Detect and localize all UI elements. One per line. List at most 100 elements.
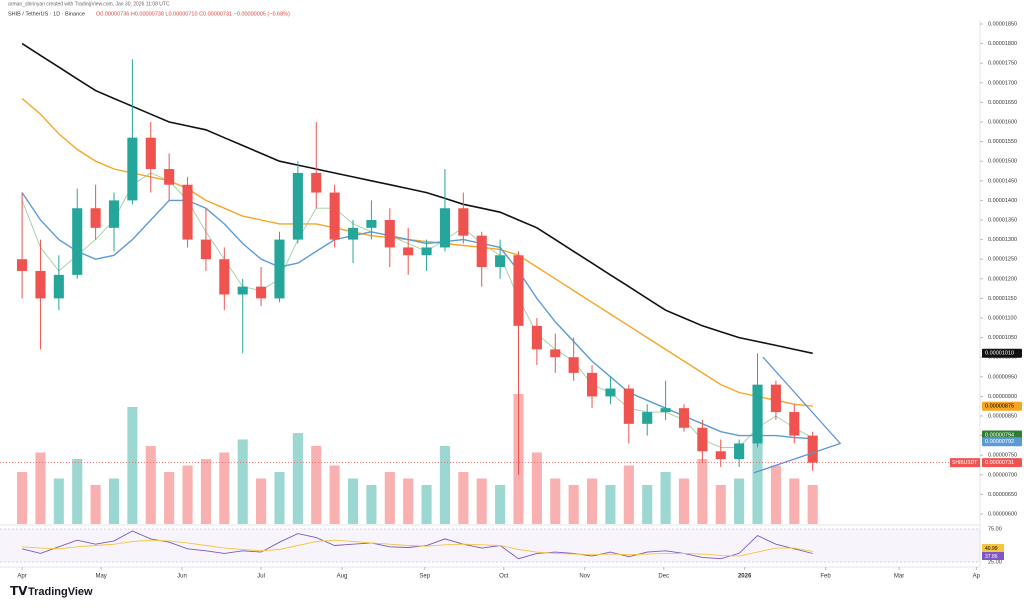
candle-body bbox=[35, 270, 46, 299]
x-tick-label: Oct bbox=[499, 574, 509, 580]
volume-bar bbox=[90, 485, 101, 524]
candle-body bbox=[439, 208, 451, 248]
pattern-triangle bbox=[753, 356, 842, 474]
volume-bar bbox=[35, 452, 46, 524]
candle-body bbox=[108, 200, 120, 228]
candle-body bbox=[678, 408, 690, 428]
volume-bar bbox=[421, 485, 432, 524]
volume-bar bbox=[660, 472, 671, 524]
candle-body bbox=[752, 384, 763, 444]
candle-body bbox=[292, 172, 303, 240]
x-tick-label: Feb bbox=[820, 574, 831, 580]
volume-bar bbox=[439, 446, 451, 524]
x-tick-label: May bbox=[95, 574, 106, 580]
candle-body bbox=[182, 184, 193, 240]
candle-body bbox=[17, 259, 28, 271]
rsi-line bbox=[22, 539, 813, 557]
price-tag-bg bbox=[982, 437, 1022, 447]
x-tick-label: Ap bbox=[973, 574, 981, 580]
rsi-tick-label: 25.00 bbox=[988, 559, 1002, 565]
logo: 𝗧𝗩 TradingView bbox=[10, 584, 93, 598]
volume-bar bbox=[476, 478, 487, 524]
y-tick-label: 0.00001300 bbox=[988, 237, 1017, 243]
x-tick-label: Aug bbox=[337, 574, 348, 580]
volume-bar bbox=[274, 472, 285, 524]
x-tick-label: Sep bbox=[419, 574, 430, 580]
rsi-tag: 40.99 bbox=[985, 546, 998, 552]
price-tag: 0.00001010 bbox=[985, 351, 1014, 357]
volume-bar bbox=[366, 485, 377, 524]
candle-body bbox=[697, 427, 708, 452]
price-tag-bg bbox=[982, 430, 1022, 440]
x-tick-label: 2026 bbox=[738, 574, 752, 580]
x-tick-label: Nov bbox=[579, 574, 590, 580]
candle-body bbox=[568, 357, 579, 373]
volume-bar bbox=[495, 485, 506, 524]
volume-bar bbox=[108, 478, 120, 524]
price-tag: 0.00000792 bbox=[985, 439, 1014, 445]
y-tick-label: 0.00000650 bbox=[988, 492, 1017, 498]
x-tick-label: Dec bbox=[658, 574, 669, 580]
symbol: SHIB / TetherUS · 1D · Binance bbox=[8, 11, 85, 17]
candle-body bbox=[53, 274, 64, 299]
volume-bar bbox=[127, 407, 138, 524]
candle-body bbox=[550, 349, 561, 358]
symbol-tag-bg bbox=[950, 458, 980, 468]
volume-bar bbox=[347, 478, 359, 524]
candle-body bbox=[605, 388, 616, 397]
candle-body bbox=[660, 408, 671, 413]
volume-bar bbox=[53, 478, 64, 524]
volume-bar bbox=[789, 478, 800, 524]
volume-bar bbox=[164, 472, 175, 524]
x-tick-label: Jul bbox=[257, 574, 265, 580]
ma-line bbox=[21, 97, 813, 407]
y-tick-label: 0.00001450 bbox=[988, 178, 1017, 184]
candle-body bbox=[274, 239, 285, 299]
y-tick-label: 0.00000600 bbox=[988, 511, 1017, 517]
price-tag-bg bbox=[982, 401, 1022, 411]
candle-body bbox=[623, 388, 634, 424]
candle-body bbox=[476, 235, 487, 268]
candle-body bbox=[237, 286, 248, 295]
y-tick-label: 0.00001250 bbox=[988, 257, 1017, 263]
volume-bar bbox=[256, 478, 267, 524]
x-tick-label: Apr bbox=[17, 574, 26, 580]
candle-body bbox=[347, 227, 359, 240]
volume-bar bbox=[697, 459, 708, 524]
symbol-tag: SHIBUSDT bbox=[952, 460, 977, 466]
y-tick-label: 0.00001400 bbox=[988, 198, 1017, 204]
rsi-tag-bg bbox=[982, 543, 1004, 552]
volume-bar bbox=[807, 485, 818, 524]
y-tick-label: 0.00001550 bbox=[988, 139, 1017, 145]
y-tick-label: 0.00001050 bbox=[988, 335, 1017, 341]
volume-bar bbox=[752, 400, 763, 524]
volume-bar bbox=[678, 478, 690, 524]
y-tick-label: 0.00001850 bbox=[988, 21, 1017, 27]
candle-body bbox=[90, 208, 101, 228]
last-price-tag-bg bbox=[982, 458, 1022, 468]
rsi-tick-label: 75.00 bbox=[988, 526, 1002, 532]
x-tick-label: Jun bbox=[177, 574, 187, 580]
volume-bar bbox=[642, 485, 653, 524]
candle-body bbox=[495, 255, 506, 268]
y-tick-label: 0.00000700 bbox=[988, 472, 1017, 478]
y-tick-label: 0.00001200 bbox=[988, 276, 1017, 282]
candle-body bbox=[329, 192, 340, 240]
volume-bar bbox=[605, 485, 616, 524]
volume-bar bbox=[237, 439, 248, 524]
y-tick-label: 0.00001750 bbox=[988, 61, 1017, 67]
candle-body bbox=[421, 247, 432, 256]
volume-bar bbox=[329, 465, 340, 524]
credit: arman_shirinyan created with TradingView… bbox=[8, 1, 170, 7]
volume-bar bbox=[72, 459, 83, 524]
candle-body bbox=[403, 247, 414, 256]
candle-body bbox=[513, 255, 524, 326]
candle-body bbox=[384, 220, 395, 248]
volume-bar bbox=[568, 485, 579, 524]
ma-line bbox=[21, 192, 813, 440]
y-tick-label: 0.00001600 bbox=[988, 119, 1017, 125]
candle-body bbox=[200, 239, 211, 260]
y-tick-label: 0.00000750 bbox=[988, 453, 1017, 459]
y-tick-label: 0.00000850 bbox=[988, 413, 1017, 419]
volume-bar bbox=[458, 472, 469, 524]
